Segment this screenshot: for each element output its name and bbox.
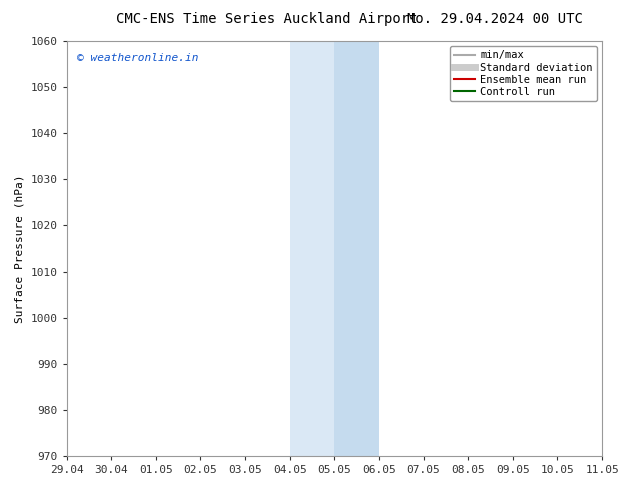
Text: CMC-ENS Time Series Auckland Airport: CMC-ENS Time Series Auckland Airport [115, 12, 417, 26]
Y-axis label: Surface Pressure (hPa): Surface Pressure (hPa) [15, 174, 25, 323]
Bar [602, 41, 624, 456]
Bar [290, 41, 334, 456]
Text: Mo. 29.04.2024 00 UTC: Mo. 29.04.2024 00 UTC [406, 12, 583, 26]
Text: © weatheronline.in: © weatheronline.in [77, 53, 199, 64]
Bar [334, 41, 379, 456]
Legend: min/max, Standard deviation, Ensemble mean run, Controll run: min/max, Standard deviation, Ensemble me… [450, 46, 597, 101]
